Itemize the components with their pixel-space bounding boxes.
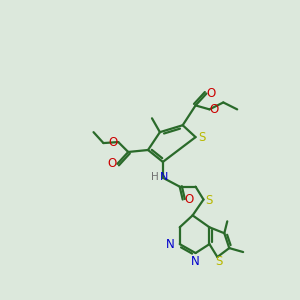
Text: S: S [216, 256, 223, 268]
Text: O: O [108, 158, 117, 170]
Text: H: H [151, 172, 159, 182]
Text: O: O [109, 136, 118, 148]
Text: O: O [184, 193, 193, 206]
Text: O: O [207, 87, 216, 100]
Text: N: N [160, 172, 168, 182]
Text: S: S [198, 130, 205, 144]
Text: O: O [210, 103, 219, 116]
Text: N: N [191, 256, 200, 268]
Text: S: S [205, 194, 212, 207]
Text: N: N [165, 238, 174, 250]
